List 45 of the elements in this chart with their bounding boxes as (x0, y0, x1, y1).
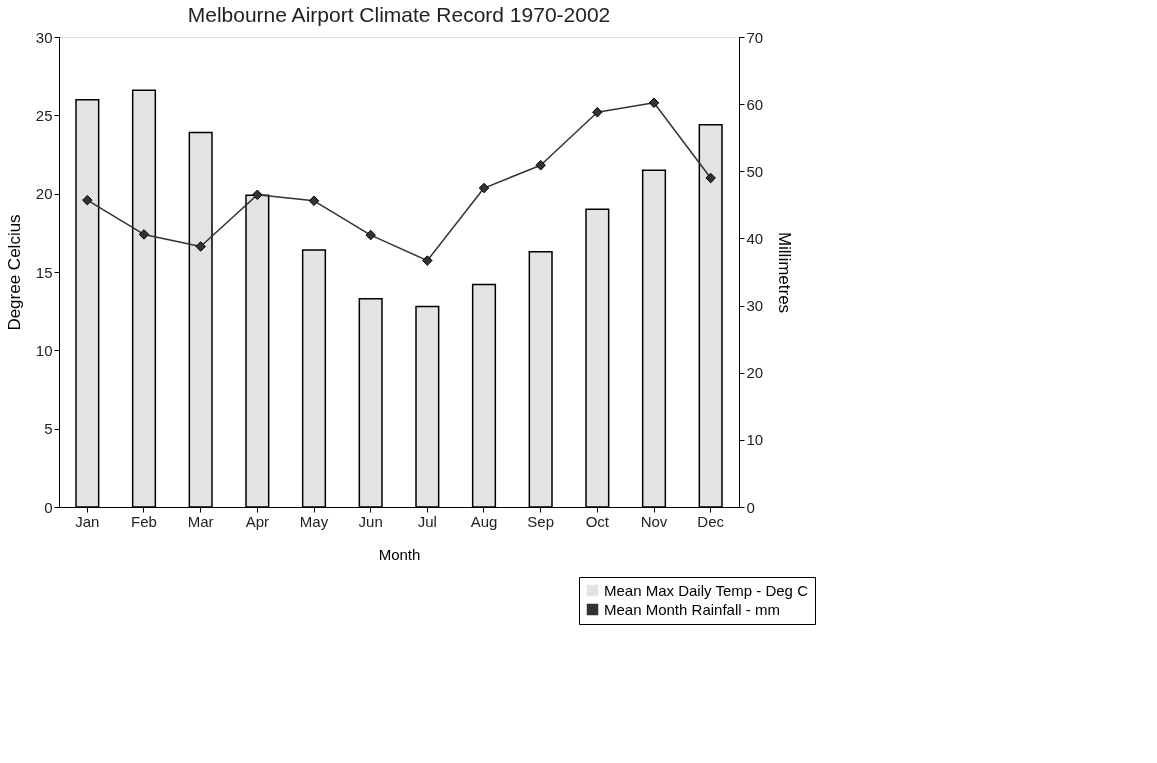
point (705, 172, 716, 184)
y-axis-title: Degree Celcius (4, 214, 24, 331)
y2-tick-label: 0 (746, 498, 755, 516)
x-tick-label: Jul (417, 512, 437, 530)
point (422, 255, 433, 266)
y-tick-label: 20 (35, 185, 53, 203)
legend-label: Mean Max Daily Temp - Deg C (604, 581, 809, 599)
point (365, 229, 376, 241)
point (648, 97, 660, 109)
y2-tick-label: 10 (746, 431, 764, 449)
point (478, 182, 490, 194)
point (82, 194, 93, 206)
x-tick-label: Mar (187, 512, 214, 530)
y-tick-label: 10 (35, 341, 53, 359)
point (138, 229, 150, 240)
x-axis-title: Month (378, 545, 421, 563)
y-tick-label: 30 (35, 28, 53, 46)
x-tick-label: Nov (640, 512, 668, 530)
x-tick-label: Sep (527, 512, 555, 530)
x-tick-label: Dec (697, 512, 725, 530)
y2-tick-label: 60 (746, 95, 764, 113)
x-tick-label: Apr (245, 512, 270, 530)
x-tick-label: Jun (358, 512, 383, 530)
chart-title: Melbourne Airport Climate Record 1970-2002 (187, 3, 611, 26)
point (535, 160, 546, 171)
y2-tick-label: 40 (746, 229, 764, 247)
y-tick-label: 15 (35, 263, 53, 281)
point (195, 241, 206, 252)
y2-tick-label: 50 (746, 162, 764, 180)
y-tick-label: 0 (44, 498, 53, 516)
legend-label: Mean Month Rainfall - mm (604, 600, 780, 618)
point (592, 106, 603, 118)
point (252, 189, 263, 201)
y2-tick-label: 70 (746, 28, 764, 46)
x-tick-label: Jan (75, 512, 100, 530)
x-tick-label: May (299, 512, 329, 530)
x-tick-label: Oct (585, 512, 610, 530)
y-tick-label: 25 (35, 106, 53, 124)
y2-axis-title: Millimetres (775, 231, 795, 314)
y2-tick-label: 30 (746, 297, 764, 315)
point (308, 195, 320, 207)
y2-tick-label: 20 (746, 364, 764, 382)
x-tick-label: Feb (131, 512, 157, 530)
x-tick-label: Aug (470, 512, 498, 530)
y-tick-label: 5 (44, 420, 53, 438)
